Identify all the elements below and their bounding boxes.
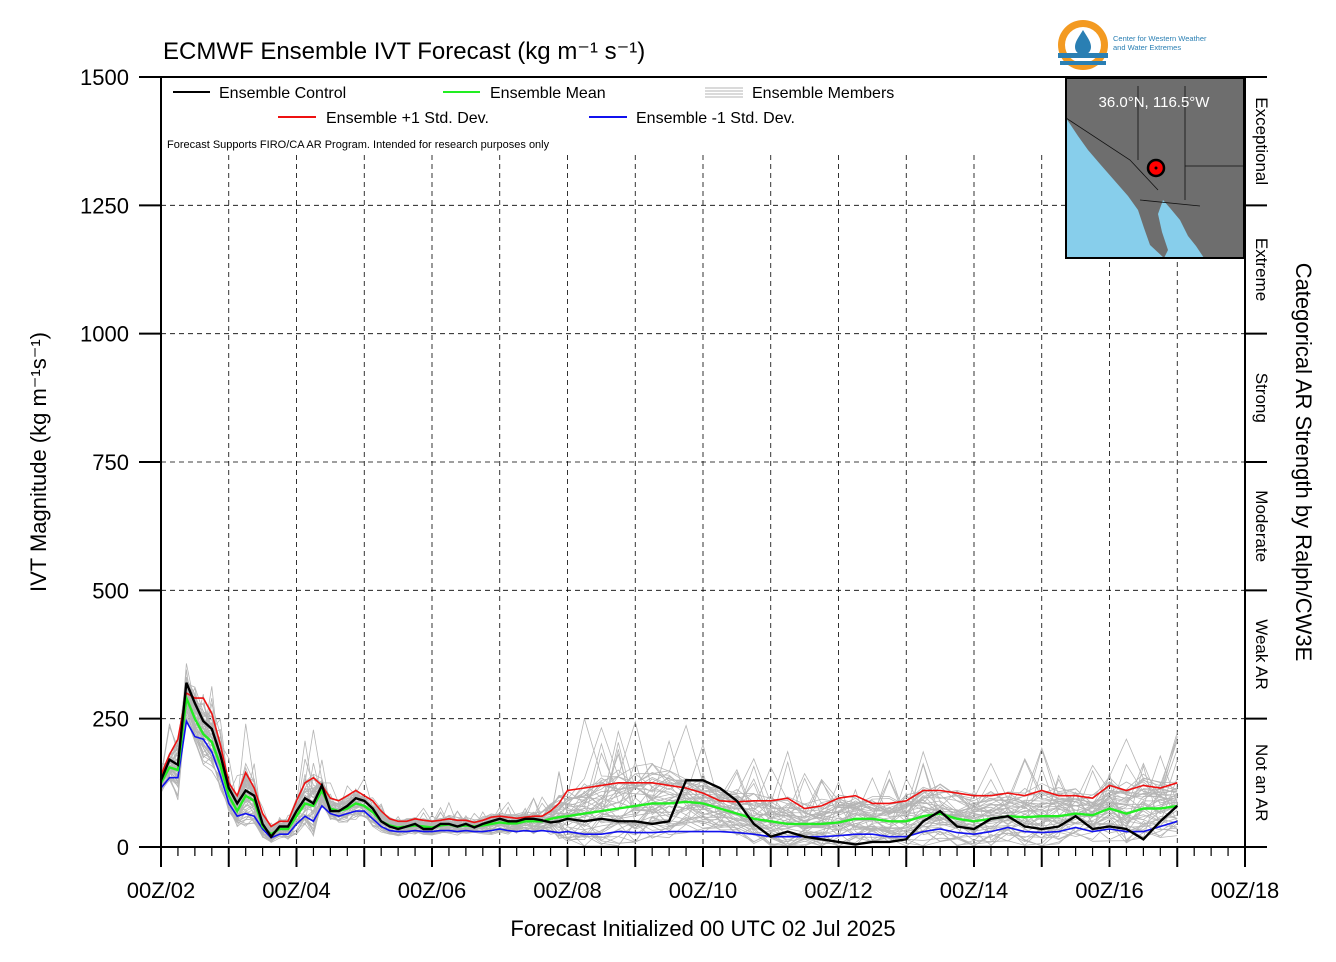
category-label: Weak AR — [1252, 619, 1271, 690]
y-tick-label: 0 — [117, 835, 129, 860]
location-marker-center — [1154, 166, 1158, 170]
ensemble-control-line — [159, 682, 1179, 846]
legend-mean-label: Ensemble Mean — [490, 85, 606, 102]
inset-borders — [1065, 86, 1244, 207]
inset-frame — [1065, 77, 1245, 259]
legend-minus-std-label: Ensemble -1 Std. Dev. — [636, 110, 795, 127]
x-axis: 00Z/02 00Z/04 00Z/06 00Z/08 00Z/10 00Z/12 00Z/… — [127, 847, 1280, 903]
x-tick-label: 00Z/12 — [804, 878, 873, 903]
x-tick-label: 00Z/16 — [1075, 878, 1144, 903]
x-tick-label: 00Z/18 — [1211, 878, 1280, 903]
y-tick-label: 1250 — [80, 193, 129, 218]
legend-members-swatch — [705, 87, 743, 98]
category-label: Moderate — [1252, 490, 1271, 562]
chart-title: ECMWF Ensemble IVT Forecast (kg m⁻¹ s⁻¹) — [163, 38, 645, 65]
cw3e-logo: Center for Western Weather and Water Ext… — [1058, 20, 1207, 70]
logo-wave-bar-2 — [1060, 61, 1106, 65]
ensemble-1-std-dev-line — [160, 718, 1178, 839]
y-tick-label: 250 — [92, 707, 129, 732]
logo-org-line-2: and Water Extremes — [1113, 43, 1181, 52]
logo-org-line-1: Center for Western Weather — [1113, 34, 1207, 43]
x-axis-label: Forecast Initialized 00 UTC 02 Jul 2025 — [510, 916, 895, 941]
y-tick-label: 1500 — [80, 65, 129, 90]
y-tick-label: 500 — [92, 578, 129, 603]
x-tick-label: 00Z/04 — [262, 878, 331, 903]
grid-lines — [161, 155, 1245, 847]
disclaimer-text: Forecast Supports FIRO/CA AR Program. In… — [167, 139, 550, 151]
legend-control-label: Ensemble Control — [219, 85, 346, 102]
category-label: Not an AR — [1252, 744, 1271, 822]
legend-members-label: Ensemble Members — [752, 85, 894, 102]
ensemble-member-line — [160, 683, 1178, 826]
y-axis: 0 250 500 750 1000 1250 1500 — [80, 65, 161, 860]
logo-wave-bar — [1058, 53, 1108, 58]
right-axis-label: Categorical AR Strength by Ralph/CW3E — [1291, 263, 1316, 662]
water-drop-icon — [1075, 30, 1091, 55]
x-tick-label: 00Z/10 — [669, 878, 738, 903]
legend-plus-std-label: Ensemble +1 Std. Dev. — [326, 110, 489, 127]
location-inset-map: 36.0°N, 116.5°W — [1065, 77, 1245, 259]
category-label: Strong — [1252, 373, 1271, 423]
ensemble-1-std-dev-line — [160, 691, 1178, 828]
category-label: Exceptional — [1252, 97, 1271, 185]
y-tick-label: 750 — [92, 450, 129, 475]
ensemble-member-line — [160, 687, 1178, 827]
ensemble-member-line — [160, 684, 1178, 832]
y-tick-label: 1000 — [80, 322, 129, 347]
x-tick-label: 00Z/08 — [533, 878, 602, 903]
y-axis-label: IVT Magnitude (kg m⁻¹s⁻¹) — [26, 332, 51, 592]
category-axis: Not an AR Weak AR Moderate Strong Extreme Exc… — [1245, 76, 1271, 848]
inset-location-label: 36.0°N, 116.5°W — [1099, 94, 1211, 111]
legend: Ensemble Control Ensemble Mean Ensemble … — [167, 85, 894, 151]
category-label: Extreme — [1252, 238, 1271, 301]
x-tick-label: 00Z/14 — [940, 878, 1009, 903]
x-tick-label: 00Z/02 — [127, 878, 196, 903]
x-tick-label: 00Z/06 — [398, 878, 467, 903]
ensemble-mean-line — [159, 693, 1178, 836]
series-lines — [159, 682, 1179, 846]
